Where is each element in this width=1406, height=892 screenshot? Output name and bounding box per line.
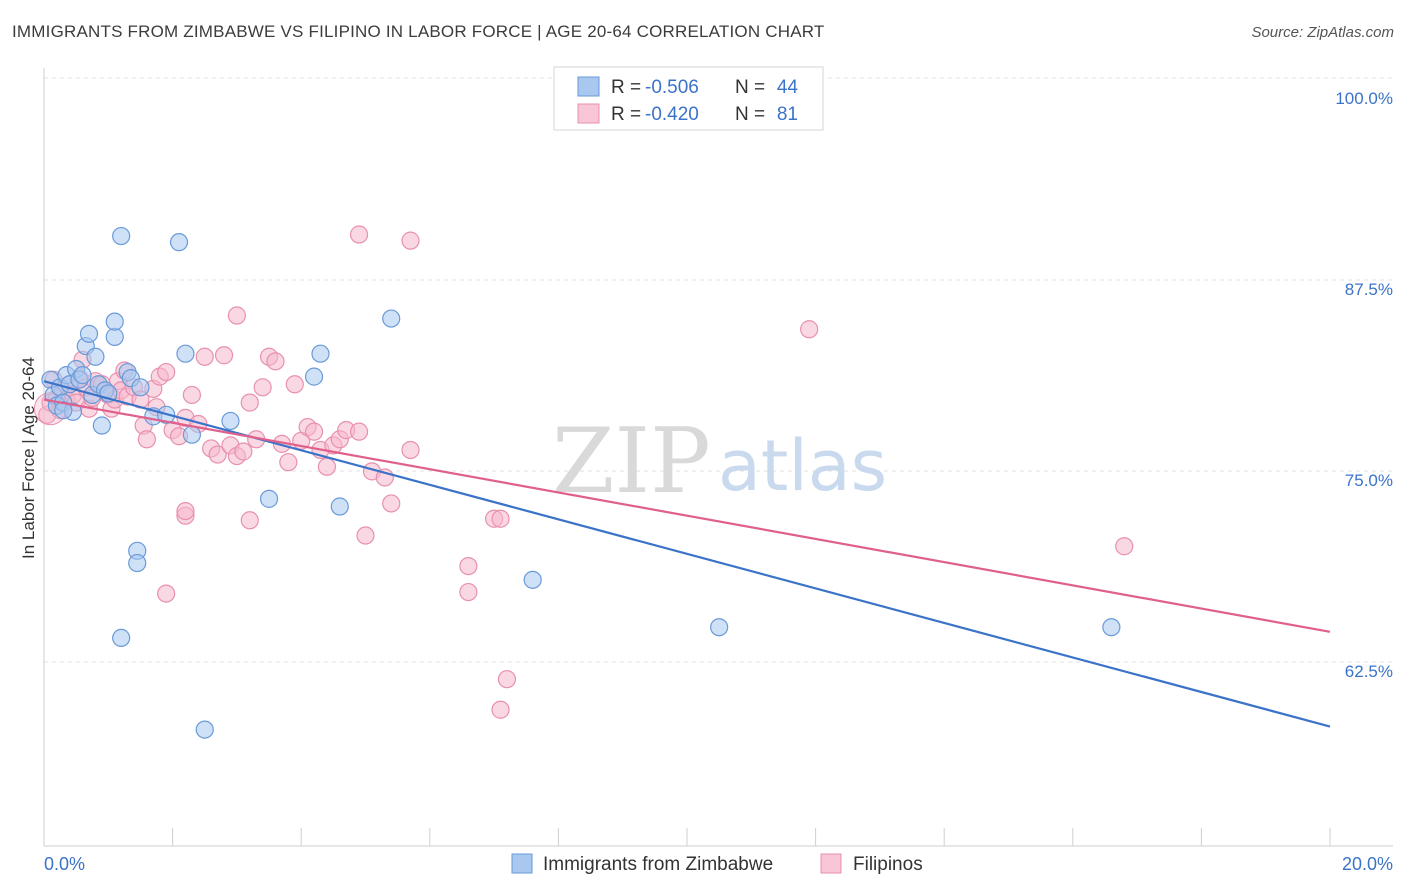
- filipinos-point-63: [382, 494, 401, 513]
- zimbabwe-point-20: [105, 312, 124, 331]
- filipinos-point-54: [304, 422, 324, 441]
- bottom-legend-swatch-zimbabwe: [511, 853, 533, 874]
- y-tick-label-0: 100.0%: [1335, 89, 1393, 108]
- filipinos-point-73: [491, 509, 510, 528]
- filipinos-trend-line: [43, 398, 1331, 633]
- zimbabwe-point-31: [259, 489, 279, 508]
- zimbabwe-point-43: [54, 401, 73, 420]
- zimbabwe-point-40: [523, 570, 542, 589]
- filipinos-point-60: [349, 422, 369, 441]
- filipinos-point-70: [240, 511, 259, 530]
- filipinos-point-39: [208, 445, 227, 464]
- filipinos-point-71: [356, 526, 375, 545]
- zimbabwe-point-14: [86, 347, 105, 366]
- filipinos-point-64: [401, 440, 420, 460]
- gridlines: [44, 77, 1393, 663]
- filipinos-point-56: [317, 457, 337, 476]
- zimbabwe-point-35: [382, 309, 401, 328]
- y-tick-label-3: 62.5%: [1345, 662, 1393, 681]
- filipinos-point-31: [157, 362, 176, 382]
- zimbabwe-points: [41, 226, 1121, 739]
- zimbabwe-point-12: [79, 324, 99, 343]
- filipinos-point-76: [497, 670, 517, 689]
- zimbabwe-point-32: [304, 367, 324, 386]
- watermark-atlas: atlas: [718, 425, 887, 507]
- trend-lines: [43, 380, 1331, 728]
- bottom-legend: Immigrants from Zimbabwe Filipinos: [511, 853, 923, 875]
- legend-n-value-1: 44: [777, 77, 799, 98]
- filipinos-point-74: [459, 556, 478, 576]
- y-axis-label: In Labor Force | Age 20-64: [19, 357, 38, 559]
- legend: R = -0.506 N = 44 R = -0.420 N = 81: [553, 66, 824, 131]
- filipinos-point-66: [401, 231, 420, 250]
- legend-swatch-pink: [577, 103, 600, 124]
- y-tick-label-2: 75.0%: [1345, 471, 1393, 490]
- legend-n-label-2: N =: [735, 104, 765, 125]
- filipinos-point-78: [800, 320, 819, 339]
- zimbabwe-point-30: [221, 411, 240, 431]
- zimbabwe-point-37: [128, 553, 147, 573]
- zimbabwe-point-38: [112, 628, 131, 648]
- zimbabwe-point-21: [112, 226, 131, 246]
- filipinos-point-46: [253, 378, 272, 397]
- legend-swatch-blue: [577, 76, 600, 97]
- axes: [43, 68, 1393, 847]
- legend-r-value-1: -0.506: [645, 77, 699, 98]
- zimbabwe-point-19: [105, 327, 124, 346]
- zimbabwe-point-29: [182, 425, 201, 444]
- zimbabwe-point-10: [73, 365, 92, 385]
- zimbabwe-point-16: [92, 416, 111, 435]
- chart-title: IMMIGRANTS FROM ZIMBABWE VS FILIPINO IN …: [12, 22, 825, 41]
- filipinos-point-77: [491, 700, 510, 719]
- x-tick-label-max: 20.0%: [1342, 854, 1393, 874]
- zimbabwe-point-27: [169, 233, 189, 252]
- filipinos-point-65: [349, 225, 369, 244]
- filipinos-point-69: [176, 501, 195, 521]
- zimbabwe-point-42: [1102, 618, 1121, 637]
- filipinos-point-44: [240, 393, 259, 412]
- legend-n-value-2: 81: [777, 104, 798, 125]
- filipinos-point-51: [285, 375, 304, 394]
- legend-r-label-2: R =: [611, 104, 641, 125]
- bottom-legend-zimbabwe: Immigrants from Zimbabwe: [543, 854, 773, 875]
- zimbabwe-point-39: [195, 720, 214, 739]
- bottom-legend-swatch-filipinos: [820, 853, 842, 874]
- filipinos-point-48: [266, 352, 285, 371]
- legend-r-label-1: R =: [611, 77, 641, 98]
- bottom-legend-filipinos: Filipinos: [853, 854, 923, 875]
- filipinos-point-50: [279, 453, 298, 472]
- filipinos-point-40: [214, 346, 234, 365]
- zimbabwe-point-24: [131, 378, 150, 397]
- filipinos-point-67: [227, 306, 246, 325]
- zimbabwe-point-33: [311, 344, 330, 363]
- filipinos-point-27: [137, 430, 156, 449]
- filipinos-point-80: [157, 584, 176, 603]
- zimbabwe-point-28: [176, 344, 195, 363]
- legend-n-label-1: N =: [735, 77, 765, 98]
- x-tick-label-min: 0.0%: [44, 854, 85, 874]
- zimbabwe-point-34: [330, 497, 349, 516]
- filipinos-point-35: [182, 385, 201, 405]
- filipinos-point-75: [459, 582, 478, 602]
- legend-r-value-2: -0.420: [645, 104, 699, 125]
- filipinos-point-43: [234, 442, 253, 461]
- y-tick-label-1: 87.5%: [1345, 280, 1393, 299]
- chart-source: Source: ZipAtlas.com: [1251, 24, 1394, 41]
- watermark-zip: ZIP: [552, 409, 711, 514]
- filipinos-point-37: [195, 347, 214, 366]
- watermark: ZIP atlas: [552, 409, 887, 514]
- zimbabwe-point-41: [710, 618, 729, 637]
- y-tick-labels: 100.0% 87.5% 75.0% 62.5%: [1335, 89, 1393, 681]
- filipinos-point-79: [1115, 537, 1134, 556]
